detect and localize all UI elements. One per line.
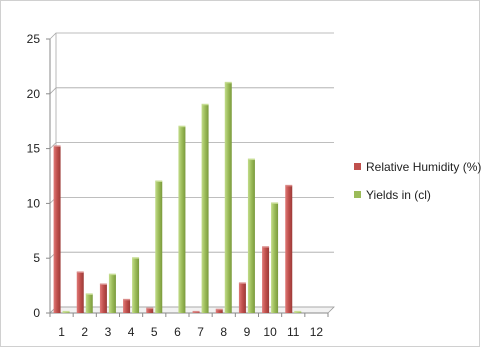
- bar-yields-7: [201, 104, 209, 313]
- bar-top: [285, 184, 293, 187]
- y-tick-label: 0: [33, 306, 40, 320]
- bar-top: [262, 246, 270, 248]
- bar-yields-5: [155, 181, 163, 313]
- bar-top: [132, 257, 140, 259]
- y-tick-label: 25: [27, 32, 41, 46]
- bar-relative-humidity-7: [192, 311, 200, 313]
- x-tick-label: 5: [151, 325, 158, 339]
- bars: [53, 81, 302, 314]
- bar-relative-humidity-10: [262, 247, 270, 313]
- y-tick-label: 15: [27, 142, 41, 156]
- bar-relative-humidity-2: [76, 272, 84, 313]
- bar-top: [123, 298, 131, 301]
- bar-relative-humidity-9: [238, 283, 246, 313]
- y-tick-label: 20: [27, 87, 41, 101]
- bar-relative-humidity-5: [146, 308, 154, 313]
- bar-top: [224, 81, 232, 84]
- bar-relative-humidity-1: [53, 146, 61, 313]
- x-tick-label: 8: [220, 325, 227, 339]
- legend-swatch: [354, 191, 361, 198]
- bar-relative-humidity-8: [215, 309, 223, 313]
- bar-top: [62, 310, 70, 313]
- gridline: [49, 32, 334, 40]
- bar-top: [76, 271, 84, 273]
- x-tick-label: 10: [263, 325, 277, 339]
- y-tick-label: 10: [27, 196, 41, 210]
- x-tick-label: 12: [310, 325, 324, 339]
- gridline: [49, 87, 334, 95]
- x-tick-label: 4: [128, 325, 135, 339]
- gridline: [49, 142, 334, 149]
- bar-top: [271, 202, 279, 204]
- legend-label: Relative Humidity (%): [366, 160, 481, 174]
- bar-yields-11: [294, 311, 302, 313]
- bar-top: [201, 103, 209, 106]
- bar-relative-humidity-3: [99, 284, 107, 313]
- bar-yields-6: [178, 126, 186, 314]
- bar-relative-humidity-4: [123, 299, 131, 313]
- y-tick-label: 5: [33, 251, 40, 265]
- bar-yields-3: [108, 274, 116, 313]
- bar-relative-humidity-11: [285, 185, 293, 313]
- bar-top: [294, 310, 302, 313]
- bar-top: [178, 125, 186, 128]
- bar-top: [53, 145, 61, 147]
- bar-yields-1: [62, 311, 70, 313]
- bar-top: [247, 158, 255, 161]
- y-axis-ticks: 0 5 10 15 20 25: [27, 32, 41, 320]
- bar-top: [192, 310, 200, 313]
- bar-yields-2: [85, 294, 93, 313]
- bar-top: [99, 283, 107, 285]
- x-tick-label: 3: [105, 325, 112, 339]
- x-tick-label: 6: [174, 325, 181, 339]
- x-tick-label: 7: [197, 325, 204, 339]
- bar-top: [108, 273, 116, 276]
- bar-yields-4: [132, 258, 140, 313]
- x-tick-label: 1: [58, 325, 65, 339]
- bar-yields-8: [224, 82, 232, 313]
- bar-yields-10: [271, 203, 279, 313]
- bar-top: [146, 307, 154, 310]
- bar-top: [238, 282, 246, 284]
- legend-swatch: [354, 163, 361, 170]
- bar-top: [85, 293, 93, 295]
- x-tick-label: 11: [287, 325, 300, 339]
- legend-label: Yields in (cl): [366, 188, 431, 202]
- x-tick-label: 2: [81, 325, 88, 339]
- bar-top: [215, 308, 223, 311]
- x-axis-ticks: 1 2 3 4 5 6 7 8 9 10 11 12: [58, 325, 323, 339]
- legend: Relative Humidity (%) Yields in (cl): [354, 160, 481, 202]
- x-tick-label: 9: [244, 325, 251, 339]
- bar-top: [155, 180, 163, 182]
- bar-yields-9: [247, 159, 255, 313]
